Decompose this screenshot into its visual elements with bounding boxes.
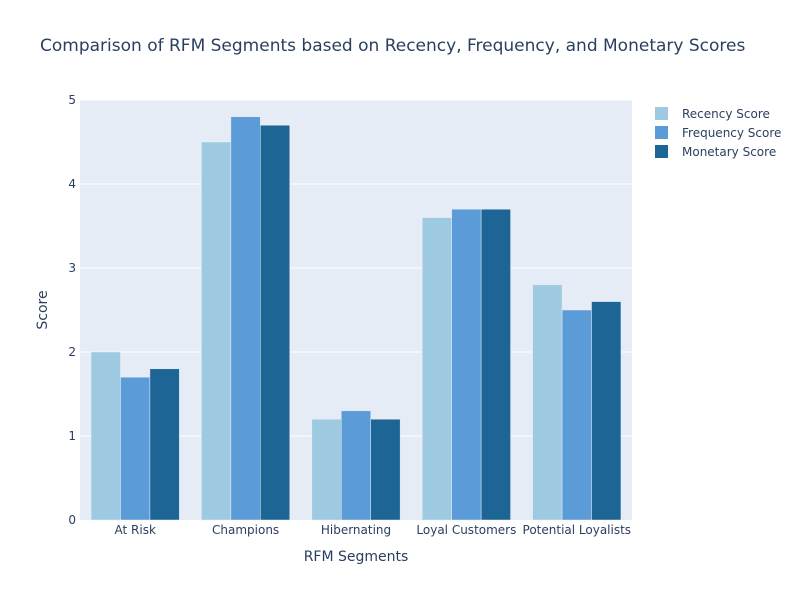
y-tick-label: 2: [68, 345, 76, 359]
y-tick-label: 3: [68, 261, 76, 275]
x-tick-label: Loyal Customers: [416, 523, 516, 537]
x-axis-title: RFM Segments: [304, 549, 409, 565]
legend-label: Monetary Score: [682, 145, 776, 159]
y-tick-label: 1: [68, 429, 76, 443]
chart-title: Comparison of RFM Segments based on Rece…: [40, 36, 745, 56]
legend-label: Recency Score: [682, 107, 770, 121]
x-tick-label: Potential Loyalists: [523, 523, 632, 537]
bar-frequency-score[interactable]: [341, 410, 371, 521]
x-tick-label: Champions: [212, 523, 279, 537]
legend-swatch: [655, 126, 668, 139]
bar-frequency-score[interactable]: [230, 116, 261, 521]
legend-swatch: [655, 145, 668, 158]
x-tick-label: Hibernating: [321, 523, 391, 537]
bar-frequency-score[interactable]: [561, 309, 592, 521]
bar-recency-score[interactable]: [201, 141, 232, 521]
y-tick-label: 0: [68, 513, 76, 527]
bars: [90, 116, 622, 521]
bar-monetary-score[interactable]: [480, 208, 511, 521]
y-tick-label: 4: [68, 177, 76, 191]
legend-item[interactable]: Frequency Score: [655, 126, 781, 140]
y-axis-ticks: 0 1 2 3 4 5: [68, 93, 76, 527]
legend[interactable]: Recency Score Frequency Score Monetary Sco…: [655, 107, 781, 159]
x-axis-ticks: At Risk Champions Hibernating Loyal Custome…: [115, 523, 632, 537]
bar-recency-score[interactable]: [421, 217, 452, 521]
y-tick-label: 5: [68, 93, 76, 107]
legend-label: Frequency Score: [682, 126, 781, 140]
bar-monetary-score[interactable]: [591, 301, 622, 521]
bar-recency-score[interactable]: [90, 351, 121, 521]
bar-monetary-score[interactable]: [370, 418, 401, 521]
legend-item[interactable]: Recency Score: [655, 107, 770, 121]
bar-frequency-score[interactable]: [451, 208, 482, 521]
bar-recency-score[interactable]: [311, 418, 342, 521]
bar-monetary-score[interactable]: [260, 124, 291, 521]
bar-recency-score[interactable]: [532, 284, 563, 521]
legend-swatch: [655, 107, 668, 120]
x-tick-label: At Risk: [115, 523, 156, 537]
legend-item[interactable]: Monetary Score: [655, 145, 776, 159]
bar-frequency-score[interactable]: [120, 376, 151, 521]
y-axis-title: Score: [35, 290, 51, 329]
bar-monetary-score[interactable]: [149, 368, 180, 521]
